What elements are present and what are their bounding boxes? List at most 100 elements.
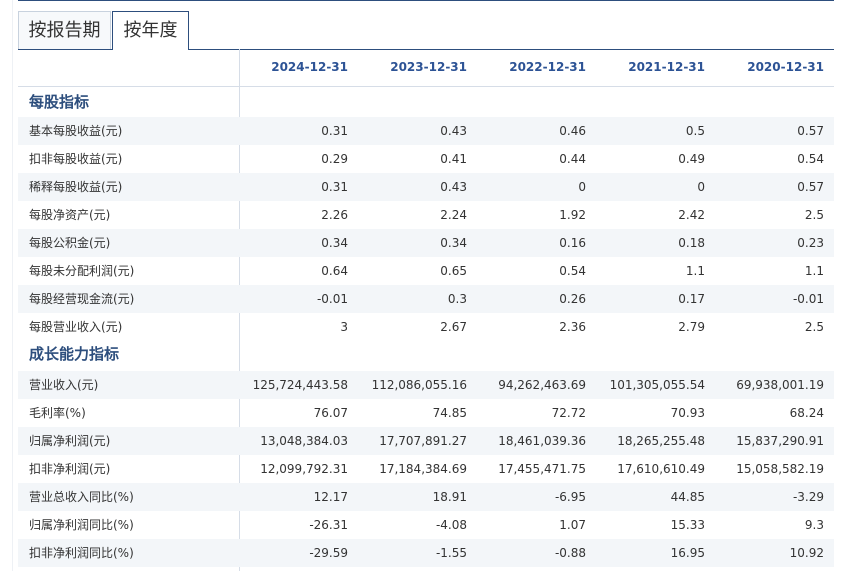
table-cell: 17,184,384.69 (379, 462, 467, 476)
column-header: 2022-12-31 (509, 60, 586, 74)
row-label: 基本每股收益(元) (29, 124, 123, 138)
table-row: 营业收入(元) 125,724,443.58 112,086,055.16 94,26… (18, 371, 834, 399)
table-cell: 0.23 (797, 236, 824, 250)
table-cell: 94,262,463.69 (498, 378, 586, 392)
row-label: 营业总收入同比(%) (29, 490, 134, 504)
table-cell: 2.67 (440, 320, 467, 334)
table-cell: -0.01 (316, 292, 348, 306)
table-row: 每股公积金(元) 0.34 0.34 0.16 0.18 0.23 (18, 229, 834, 257)
table-cell: 68.24 (789, 406, 824, 420)
table-cell: 18.91 (432, 490, 467, 504)
table-cell: 0.57 (797, 180, 824, 194)
table-row: 每股未分配利润(元) 0.64 0.65 0.54 1.1 1.1 (18, 257, 834, 285)
row-label: 每股未分配利润(元) (29, 264, 135, 278)
table-cell: 1.1 (804, 264, 824, 278)
row-label: 每股经营现金流(元) (29, 292, 135, 306)
table-cell: 125,724,443.58 (252, 378, 348, 392)
row-label: 归属净利润(元) (29, 434, 111, 448)
row-label: 扣非净利润同比(%) (29, 546, 134, 560)
column-header: 2020-12-31 (747, 60, 824, 74)
table-cell: 2.24 (440, 208, 467, 222)
period-tabs: 按报告期 按年度 (18, 11, 834, 50)
table-cell: -26.31 (309, 518, 348, 532)
top-border (18, 0, 834, 1)
table-cell: 0 (697, 180, 705, 194)
table-cell: 101,305,055.54 (609, 378, 705, 392)
table-cell: -29.59 (309, 546, 348, 560)
table-cell: -6.95 (554, 490, 586, 504)
section-title: 每股指标 (29, 93, 90, 111)
table-cell: 0.34 (321, 236, 348, 250)
table-cell: 0.3 (447, 292, 467, 306)
table-cell: 0.54 (797, 152, 824, 166)
table-cell: 0.18 (678, 236, 705, 250)
table-cell: -3.29 (792, 490, 824, 504)
table-row: 归属净利润(元) 13,048,384.03 17,707,891.27 18,461… (18, 427, 834, 455)
table-cell: 18,265,255.48 (617, 434, 705, 448)
column-header: 2024-12-31 (271, 60, 348, 74)
table-cell: 12,099,792.31 (260, 462, 348, 476)
tab-by-year[interactable]: 按年度 (112, 11, 189, 50)
section-header: 成长能力指标 (18, 339, 834, 369)
table-cell: 2.42 (678, 208, 705, 222)
table-row: 每股经营现金流(元) -0.01 0.3 0.26 0.17 -0.01 (18, 285, 834, 313)
table-cell: 0.34 (440, 236, 467, 250)
table-cell: 0.5 (685, 124, 705, 138)
table-cell: 2.26 (321, 208, 348, 222)
table-cell: 15.33 (670, 518, 705, 532)
table-cell: 0.41 (440, 152, 467, 166)
table-cell: 0.31 (321, 180, 348, 194)
table-cell: 2.5 (804, 320, 824, 334)
table-cell: 112,086,055.16 (371, 378, 467, 392)
table-cell: 17,707,891.27 (379, 434, 467, 448)
section-title: 成长能力指标 (29, 345, 120, 363)
table-row: 归属净利润同比(%) -26.31 -4.08 1.07 15.33 9.3 (18, 511, 834, 539)
table-cell: 2.5 (804, 208, 824, 222)
table-cell: 72.72 (551, 406, 586, 420)
table-row: 毛利率(%) 76.07 74.85 72.72 70.93 68.24 (18, 399, 834, 427)
column-header: 2021-12-31 (628, 60, 705, 74)
table-cell: 15,837,290.91 (736, 434, 824, 448)
table-cell: 69,938,001.19 (736, 378, 824, 392)
table-cell: 74.85 (432, 406, 467, 420)
table-cell: 18,461,039.36 (498, 434, 586, 448)
table-cell: -1.55 (435, 546, 467, 560)
table-cell: 10.92 (789, 546, 824, 560)
table-cell: 0.29 (321, 152, 348, 166)
row-label: 归属净利润同比(%) (29, 518, 134, 532)
table-cell: -0.88 (554, 546, 586, 560)
table-cell: 70.93 (670, 406, 705, 420)
table-cell: 0.31 (321, 124, 348, 138)
row-label: 毛利率(%) (29, 406, 86, 420)
table-cell: 76.07 (313, 406, 348, 420)
table-cell: 0.43 (440, 180, 467, 194)
table-row: 扣非每股收益(元) 0.29 0.41 0.44 0.49 0.54 (18, 145, 834, 173)
table-cell: 0.17 (678, 292, 705, 306)
tab-by-report-period[interactable]: 按报告期 (18, 11, 111, 49)
table-cell: 0.64 (321, 264, 348, 278)
table-row: 扣非净利润(元) 12,099,792.31 17,184,384.69 17,455… (18, 455, 834, 483)
table-cell: 3 (340, 320, 348, 334)
table-cell: 0 (578, 180, 586, 194)
table-cell: 12.17 (313, 490, 348, 504)
table-cell: 0.16 (559, 236, 586, 250)
table-row: 每股净资产(元) 2.26 2.24 1.92 2.42 2.5 (18, 201, 834, 229)
table-cell: 9.3 (804, 518, 824, 532)
table-cell: 16.95 (670, 546, 705, 560)
row-label: 扣非每股收益(元) (29, 152, 123, 166)
table-cell: 17,455,471.75 (498, 462, 586, 476)
row-label: 每股净资产(元) (29, 208, 111, 222)
row-label: 稀释每股收益(元) (29, 180, 123, 194)
table-cell: 15,058,582.19 (736, 462, 824, 476)
table-cell: 1.07 (559, 518, 586, 532)
table-row: 稀释每股收益(元) 0.31 0.43 0 0 0.57 (18, 173, 834, 201)
row-label: 每股营业收入(元) (29, 320, 123, 334)
table-cell: 2.79 (678, 320, 705, 334)
table-row: 基本每股收益(元) 0.31 0.43 0.46 0.5 0.57 (18, 117, 834, 145)
section-header: 每股指标 (18, 87, 834, 117)
table-cell: 0.57 (797, 124, 824, 138)
table-row: 扣非净利润同比(%) -29.59 -1.55 -0.88 16.95 10.92 (18, 539, 834, 567)
row-label: 每股公积金(元) (29, 236, 111, 250)
table-header: 2024-12-31 2023-12-31 2022-12-31 2021-12… (18, 49, 834, 87)
table-cell: 1.92 (559, 208, 586, 222)
